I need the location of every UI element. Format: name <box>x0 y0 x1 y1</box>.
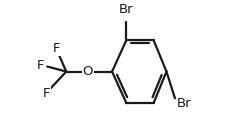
Text: O: O <box>82 65 93 78</box>
Text: Br: Br <box>119 3 134 16</box>
Text: F: F <box>52 42 60 55</box>
Text: Br: Br <box>177 97 192 110</box>
Text: F: F <box>37 59 44 72</box>
Text: F: F <box>42 86 50 100</box>
